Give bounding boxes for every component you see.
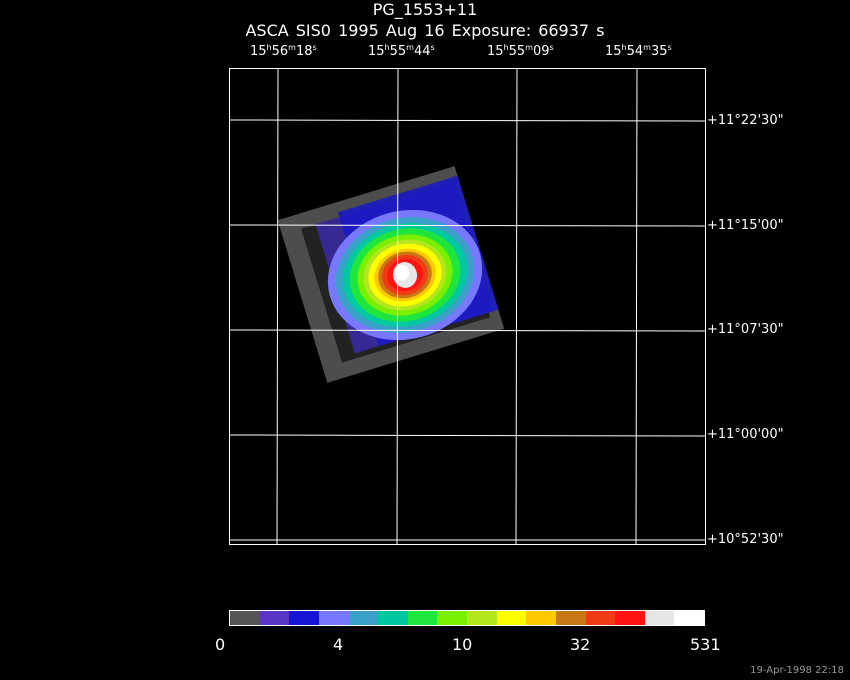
dec-label: +10°52'30" <box>707 532 784 547</box>
colorbar-swatch <box>378 611 408 625</box>
ra-label: 15h56m18s <box>250 43 317 59</box>
ra-label: 15h55m44s <box>368 43 435 59</box>
timestamp: 19-Apr-1998 22:18 <box>750 665 844 676</box>
colorbar-swatch <box>555 611 586 625</box>
dec-label: +11°07'30" <box>707 322 784 337</box>
colorbar <box>229 610 705 626</box>
colorbar-swatch <box>259 611 290 625</box>
colorbar-swatch <box>644 611 675 625</box>
image-title: PG_1553+11 <box>372 0 478 19</box>
colorbar-swatch <box>585 611 616 625</box>
colorbar-swatch <box>496 611 527 625</box>
colorbar-swatch <box>674 611 704 625</box>
colorbar-swatch <box>467 611 497 625</box>
colorbar-label: 32 <box>570 635 591 654</box>
colorbar-swatch <box>615 611 645 625</box>
dec-label: +11°22'30" <box>707 113 784 128</box>
source-emission <box>327 209 483 341</box>
colorbar-swatch <box>318 611 349 625</box>
dec-label: +11°00'00" <box>707 427 784 442</box>
colorbar-swatch <box>526 611 556 625</box>
dec-label: +11°15'00" <box>707 218 784 233</box>
colorbar-label: 4 <box>333 635 344 654</box>
observation-subtitle: ASCA SIS0 1995 Aug 16 Exposure: 66937 s <box>245 21 605 40</box>
colorbar-swatch <box>289 611 319 625</box>
ra-label: 15h55m09s <box>487 43 554 59</box>
colorbar-label: 0 <box>215 635 226 654</box>
colorbar-swatch <box>407 611 438 625</box>
colorbar-swatch <box>230 611 260 625</box>
colorbar-swatch <box>348 611 379 625</box>
ra-label: 15h54m35s <box>605 43 672 59</box>
colorbar-label: 531 <box>690 635 721 654</box>
coordinate-grid <box>228 67 706 545</box>
colorbar-label: 10 <box>452 635 473 654</box>
colorbar-swatch <box>437 611 467 625</box>
